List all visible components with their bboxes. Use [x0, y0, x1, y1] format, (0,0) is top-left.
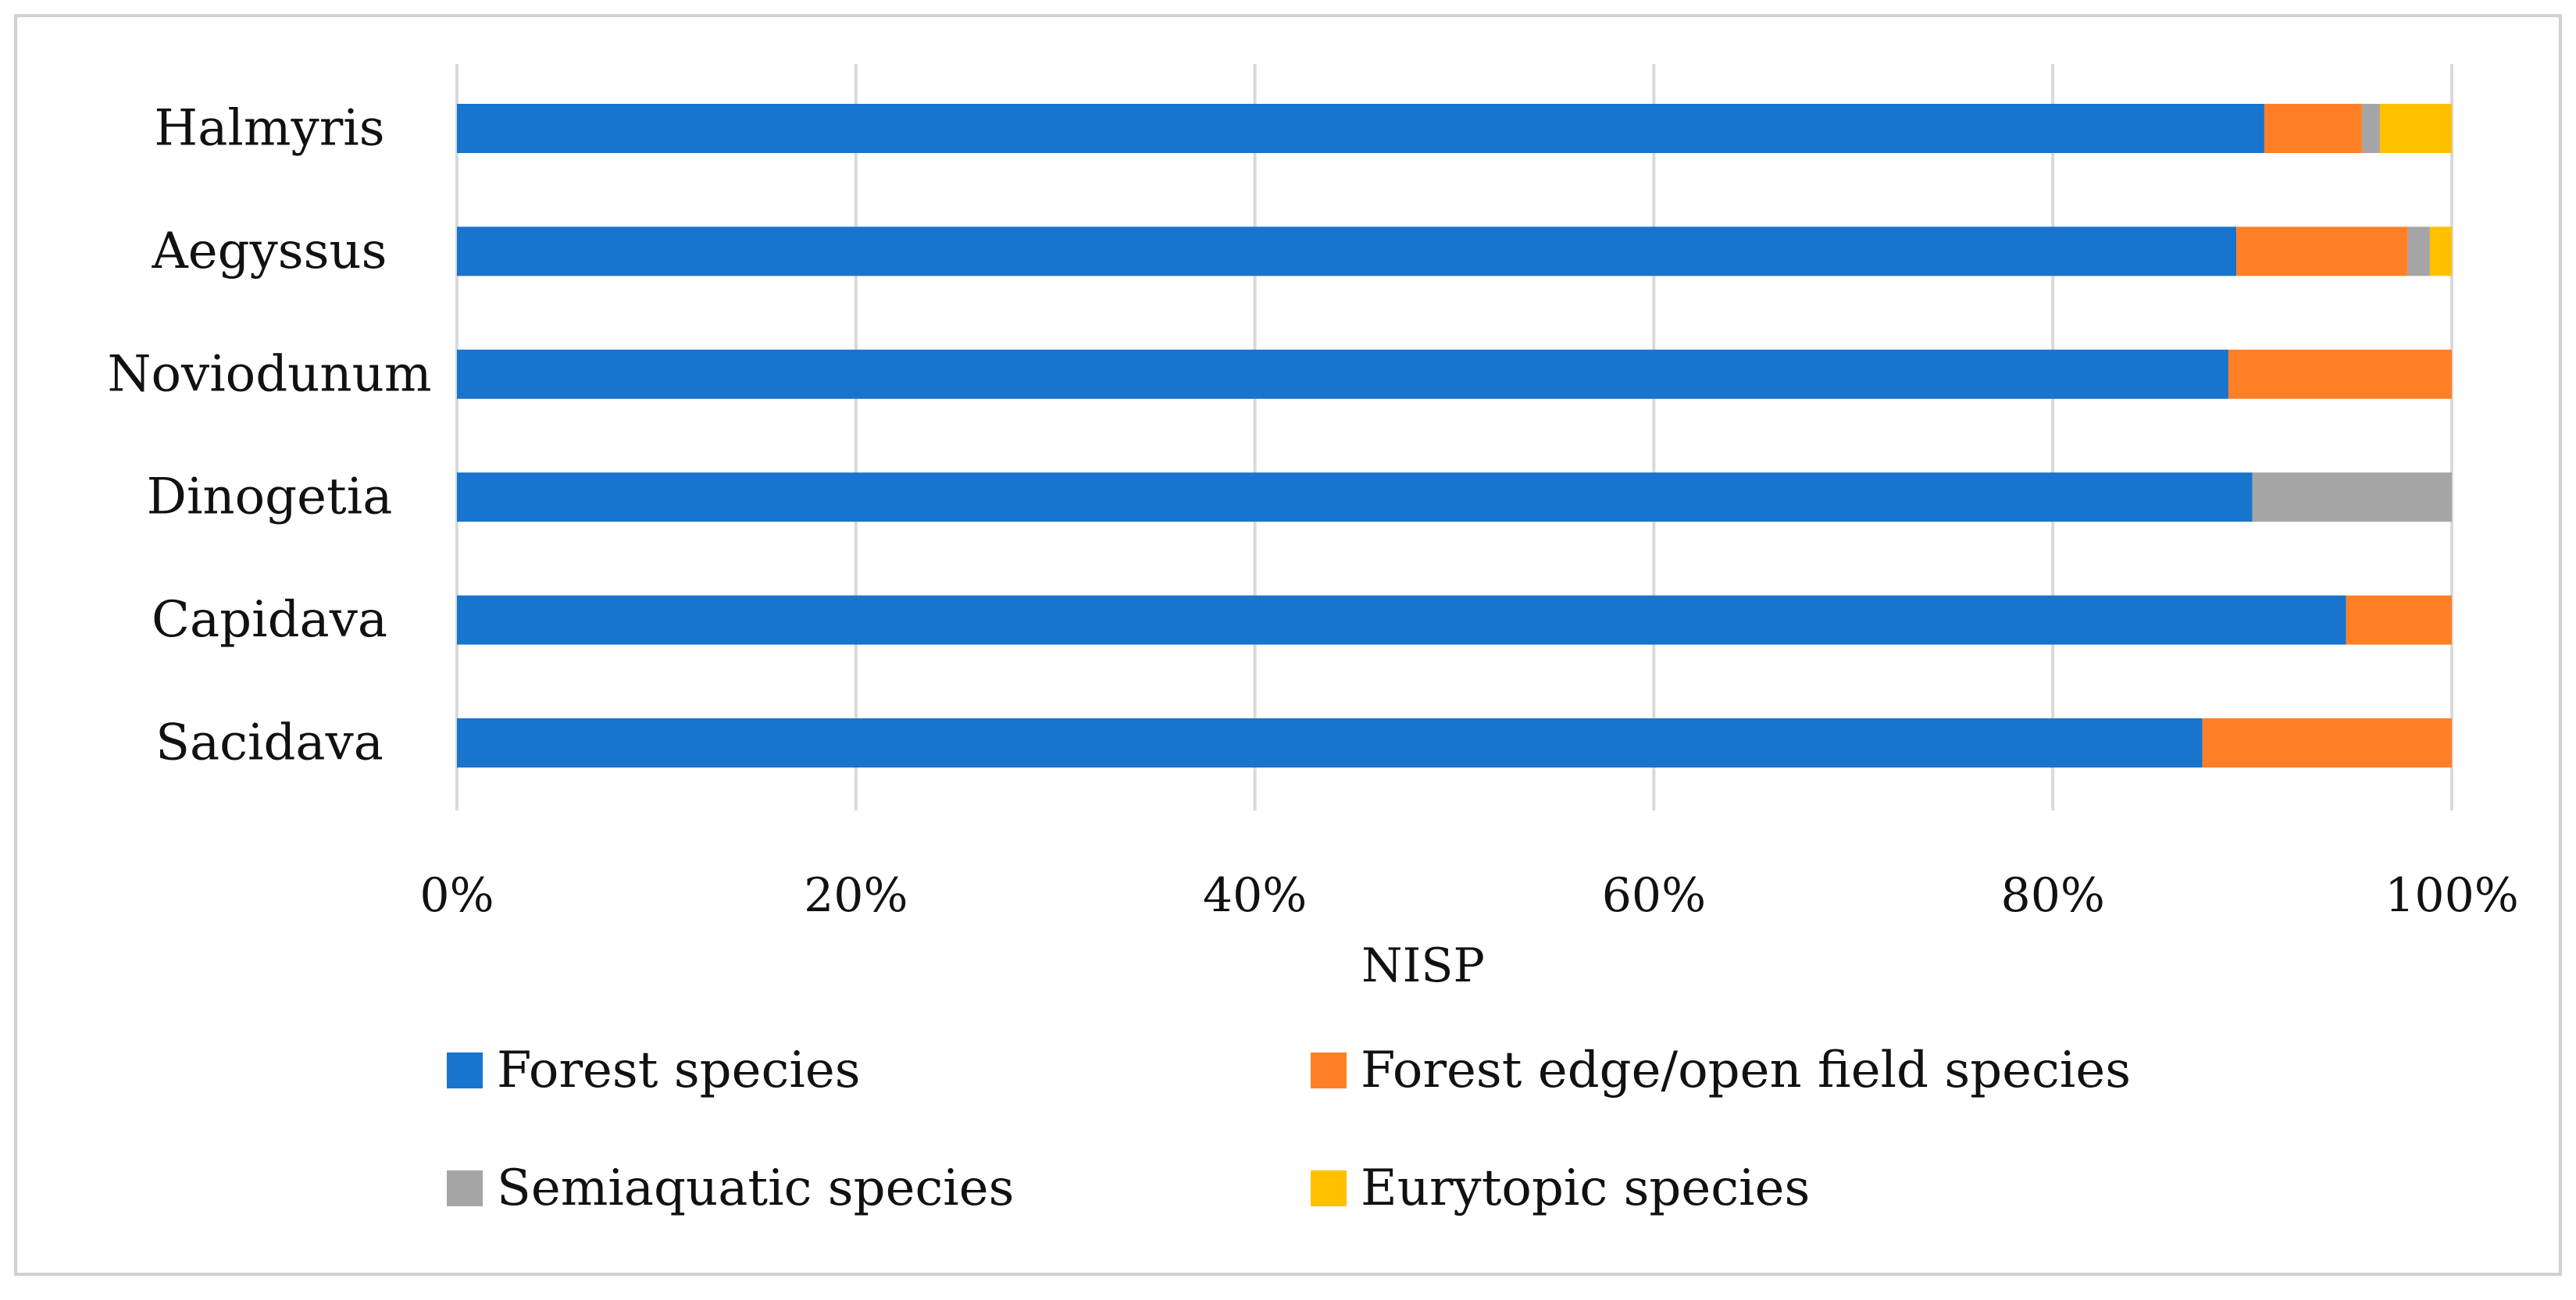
category-label: Capidava: [152, 591, 387, 649]
bar-segment: [2407, 226, 2430, 276]
legend-label: Semiaquatic species: [497, 1159, 1014, 1217]
category-label: Sacidava: [155, 714, 384, 772]
bar-segment: [2264, 104, 2363, 153]
bar-segment: [457, 718, 2203, 768]
bar-segment: [457, 595, 2346, 645]
legend-swatch: [1311, 1170, 1347, 1206]
bar-segment: [2228, 349, 2452, 399]
bar-segment: [457, 472, 2253, 522]
legend: Forest species Forest edge/open field spe…: [447, 1042, 2131, 1217]
x-tick-label: 20%: [804, 868, 908, 923]
bar-segment: [2346, 595, 2452, 645]
legend-swatch: [447, 1170, 483, 1206]
x-tick-label: 40%: [1203, 868, 1307, 923]
legend-swatch: [1311, 1052, 1347, 1088]
x-tick-label: 60%: [1602, 868, 1706, 923]
category-label: Dinogetia: [147, 468, 393, 526]
bar-segment: [2380, 104, 2452, 153]
legend-label: Forest species: [497, 1042, 861, 1099]
category-label: Aegyssus: [152, 223, 387, 280]
bar-segment: [2252, 472, 2452, 522]
bar-segment: [2429, 226, 2452, 276]
bar-segment: [2362, 104, 2381, 153]
x-tick-label: 0%: [419, 868, 494, 923]
bar-segment: [457, 104, 2264, 153]
bar-segment: [2202, 718, 2452, 768]
chart-frame: [14, 14, 2562, 1276]
bar-segment: [457, 349, 2228, 399]
bars: [457, 104, 2452, 768]
gridlines: [455, 64, 2453, 810]
category-label: Halmyris: [154, 100, 384, 158]
legend-label: Eurytopic species: [1361, 1159, 1810, 1217]
category-label: Noviodunum: [108, 345, 432, 403]
x-tick-label: 100%: [2385, 868, 2519, 923]
legend-label: Forest edge/open field species: [1361, 1042, 2131, 1099]
legend-swatch: [447, 1052, 483, 1088]
bar-segment: [457, 226, 2237, 276]
category-labels: Halmyris Aegyssus Noviodunum Dinogetia Capid…: [108, 100, 432, 772]
x-axis-title: NISP: [1361, 938, 1485, 993]
bar-segment: [2236, 226, 2408, 276]
x-tick-label: 80%: [2001, 868, 2105, 923]
x-tick-labels: 0% 20% 40% 60% 80% 100%: [419, 868, 2518, 923]
